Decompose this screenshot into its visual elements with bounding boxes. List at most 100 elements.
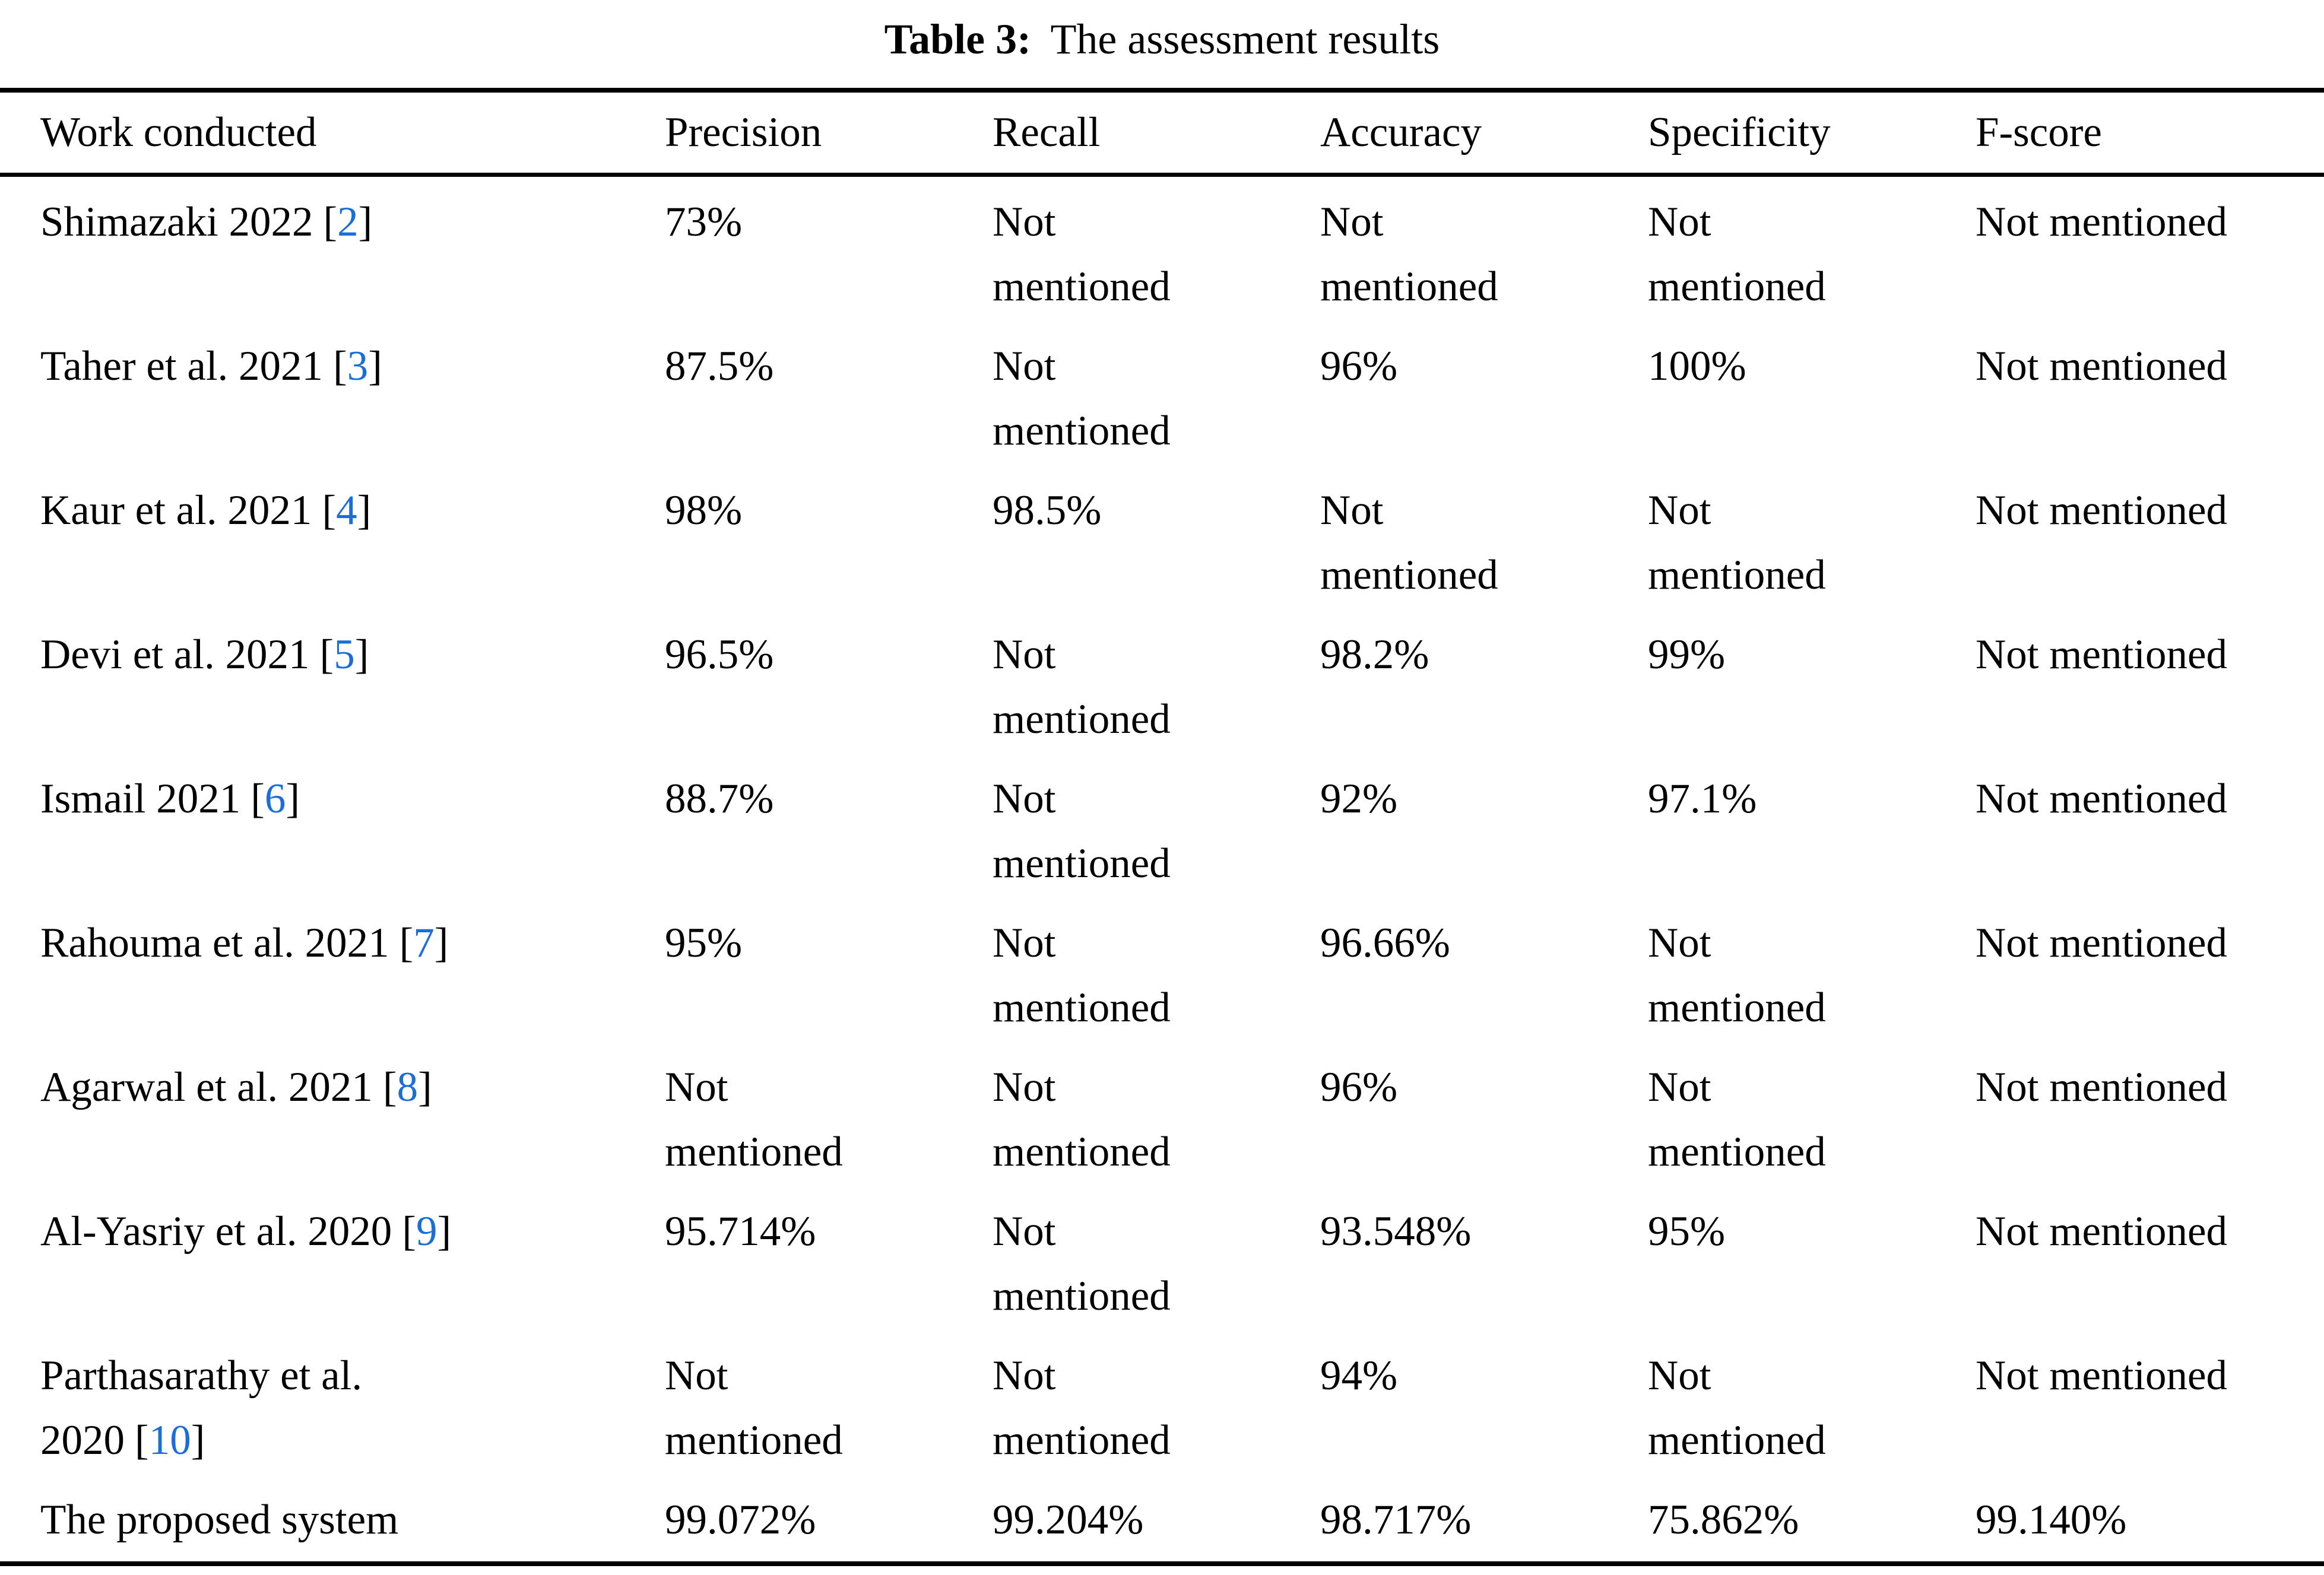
column-header-fscore: F-score: [1976, 109, 2102, 155]
specificity-cell: Not mentioned: [1648, 1064, 1826, 1175]
citation-link[interactable]: 5: [334, 631, 355, 678]
citation-bracket: [: [251, 776, 265, 822]
citation-link[interactable]: 8: [397, 1064, 418, 1110]
precision-cell: 88.7%: [665, 776, 774, 822]
accuracy-cell: 93.548%: [1320, 1208, 1472, 1255]
recall-cell: Not mentioned: [993, 920, 1171, 1031]
precision-cell: 98%: [665, 487, 743, 534]
table-row: Taher et al. 2021 [3] 87.5% Not mentioned…: [0, 321, 2324, 465]
citation-bracket: ]: [357, 487, 372, 534]
specificity-cell: Not mentioned: [1648, 1352, 1826, 1463]
work-name: Ismail 2021: [40, 776, 241, 822]
work-cell: Kaur et al. 2021 [4]: [40, 478, 665, 543]
citation-bracket: ]: [434, 920, 449, 966]
citation-link[interactable]: 6: [264, 776, 286, 822]
precision-cell: 95.714%: [665, 1208, 816, 1255]
citation-link[interactable]: 10: [148, 1417, 191, 1463]
work-name: Taher et al. 2021: [40, 343, 324, 389]
fscore-cell: Not mentioned: [1976, 631, 2227, 678]
accuracy-cell: 94%: [1320, 1352, 1398, 1399]
specificity-cell: Not mentioned: [1648, 199, 1826, 310]
work-cell: Al-Yasriy et al. 2020 [9]: [40, 1199, 665, 1264]
work-name: Shimazaki 2022: [40, 199, 313, 245]
work-cell: Rahouma et al. 2021 [7]: [40, 911, 665, 976]
table-caption-text: The assessment results: [1050, 15, 1440, 63]
specificity-cell: 95%: [1648, 1208, 1726, 1255]
work-name: Agarwal et al. 2021: [40, 1064, 373, 1110]
precision-cell: 96.5%: [665, 631, 774, 678]
fscore-cell: Not mentioned: [1976, 920, 2227, 966]
table-caption-label: Table 3:: [884, 15, 1032, 63]
column-header-accuracy: Accuracy: [1320, 109, 1482, 155]
precision-cell: 73%: [665, 199, 743, 245]
table-row: Shimazaki 2022 [2] 73% Not mentioned Not …: [0, 177, 2324, 321]
table-row: Devi et al. 2021 [5] 96.5% Not mentioned …: [0, 609, 2324, 754]
citation-bracket: ]: [354, 631, 369, 678]
recall-cell: Not mentioned: [993, 776, 1171, 887]
work-name: Devi et al. 2021: [40, 631, 310, 678]
column-header-work: Work conducted: [40, 109, 317, 155]
citation-link[interactable]: 3: [347, 343, 369, 389]
work-name: Rahouma et al. 2021: [40, 920, 389, 966]
table-row: Ismail 2021 [6] 88.7% Not mentioned 92% 9…: [0, 754, 2324, 898]
precision-cell: Not mentioned: [665, 1064, 843, 1175]
table-row: Rahouma et al. 2021 [7] 95% Not mentioned…: [0, 898, 2324, 1042]
citation-bracket: ]: [358, 199, 373, 245]
table-row: The proposed system 99.072% 99.204% 98.7…: [0, 1475, 2324, 1561]
work-name: Parthasarathy et al.: [40, 1352, 363, 1399]
column-header-recall: Recall: [993, 109, 1101, 155]
work-cell: Devi et al. 2021 [5]: [40, 623, 665, 687]
specificity-cell: 97.1%: [1648, 776, 1757, 822]
citation-link[interactable]: 7: [413, 920, 435, 966]
citation-bracket: ]: [368, 343, 382, 389]
accuracy-cell: 98.2%: [1320, 631, 1429, 678]
fscore-cell: Not mentioned: [1976, 487, 2227, 534]
citation-bracket: [: [382, 1064, 397, 1110]
citation-bracket: [: [399, 920, 414, 966]
citation-bracket: [: [323, 199, 338, 245]
citation-link[interactable]: 2: [337, 199, 359, 245]
fscore-cell: Not mentioned: [1976, 199, 2227, 245]
citation-bracket: ]: [437, 1208, 452, 1255]
citation-link[interactable]: 9: [416, 1208, 437, 1255]
accuracy-cell: 92%: [1320, 776, 1398, 822]
citation-link[interactable]: 4: [336, 487, 357, 534]
fscore-cell: 99.140%: [1976, 1497, 2127, 1543]
accuracy-cell: 98.717%: [1320, 1497, 1472, 1543]
accuracy-cell: 96%: [1320, 1064, 1398, 1110]
table-row: Al-Yasriy et al. 2020 [9] 95.714% Not men…: [0, 1186, 2324, 1331]
specificity-cell: 100%: [1648, 343, 1746, 389]
specificity-cell: Not mentioned: [1648, 487, 1826, 598]
work-cell: The proposed system: [40, 1488, 665, 1552]
table-caption: Table 3: The assessment results: [0, 0, 2324, 88]
column-header-precision: Precision: [665, 109, 822, 155]
citation-bracket: [: [322, 487, 337, 534]
recall-cell: Not mentioned: [993, 199, 1171, 310]
work-cell: Parthasarathy et al. 2020 [10]: [40, 1344, 665, 1473]
citation-bracket: [: [333, 343, 347, 389]
citation-bracket: [: [402, 1208, 416, 1255]
work-name-line2: 2020 [10]: [40, 1408, 576, 1473]
recall-cell: Not mentioned: [993, 1208, 1171, 1319]
recall-cell: 98.5%: [993, 487, 1102, 534]
precision-cell: Not mentioned: [665, 1352, 843, 1463]
fscore-cell: Not mentioned: [1976, 343, 2227, 389]
table-row: Kaur et al. 2021 [4] 98% 98.5% Not mentio…: [0, 465, 2324, 609]
recall-cell: Not mentioned: [993, 1064, 1171, 1175]
fscore-cell: Not mentioned: [1976, 1352, 2227, 1399]
accuracy-cell: 96.66%: [1320, 920, 1450, 966]
table-row: Parthasarathy et al. 2020 [10] Not mentio…: [0, 1331, 2324, 1475]
citation-bracket: ]: [191, 1417, 205, 1463]
precision-cell: 95%: [665, 920, 743, 966]
work-cell: Shimazaki 2022 [2]: [40, 190, 665, 255]
work-name: The proposed system: [40, 1497, 399, 1543]
precision-cell: 99.072%: [665, 1497, 816, 1543]
citation-bracket: [: [135, 1417, 149, 1463]
citation-bracket: ]: [286, 776, 300, 822]
work-cell: Ismail 2021 [6]: [40, 767, 665, 831]
accuracy-cell: Not mentioned: [1320, 199, 1498, 310]
work-name: Al-Yasriy et al. 2020: [40, 1208, 392, 1255]
citation-bracket: [: [319, 631, 334, 678]
work-cell: Taher et al. 2021 [3]: [40, 334, 665, 399]
fscore-cell: Not mentioned: [1976, 1208, 2227, 1255]
